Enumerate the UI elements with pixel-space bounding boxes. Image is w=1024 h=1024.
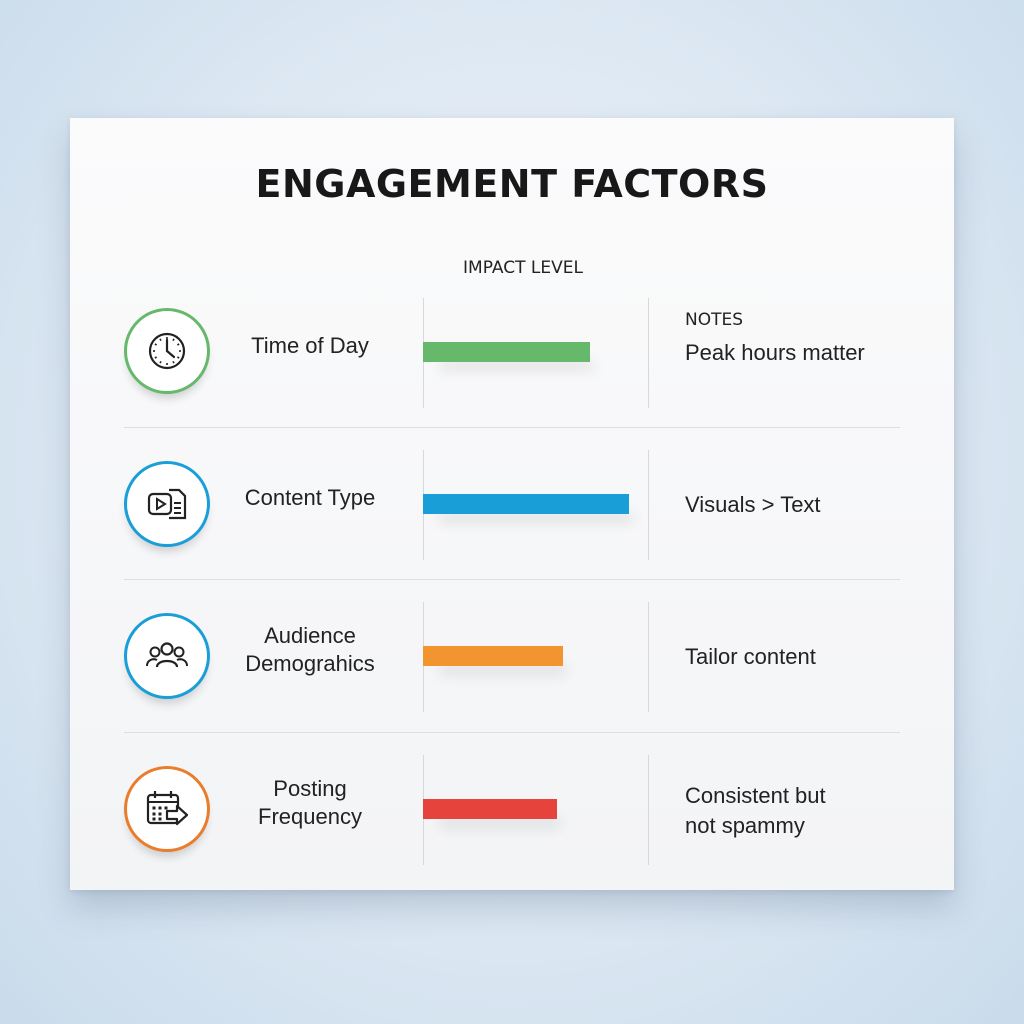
factor-note-line: Visuals > Text — [685, 492, 821, 517]
factor-label-line: Frequency — [258, 804, 362, 829]
factor-note-line: Tailor content — [685, 644, 816, 669]
factor-row: Content Type Visuals > Text — [70, 450, 954, 602]
clock-icon-badge — [124, 308, 210, 394]
row-divider — [124, 579, 900, 580]
video-document-icon — [147, 488, 187, 520]
calendar-arrow-icon-badge — [124, 766, 210, 852]
chart-title: ENGAGEMENT FACTORS — [255, 162, 769, 206]
engagement-card: ENGAGEMENT FACTORS IMPACT LEVEL NOTES Ti… — [70, 118, 954, 890]
factor-note-line: Peak hours matter — [685, 340, 865, 365]
people-icon — [146, 642, 188, 668]
notes-header: NOTES — [685, 310, 744, 330]
factor-label: Posting Frequency — [220, 775, 400, 831]
row-divider — [124, 732, 900, 733]
impact-bar — [423, 342, 590, 362]
people-icon-badge — [124, 613, 210, 699]
column-divider — [648, 298, 649, 408]
impact-level-header: IMPACT LEVEL — [463, 258, 583, 278]
column-divider — [648, 450, 649, 560]
column-divider — [648, 602, 649, 712]
row-divider — [124, 427, 900, 428]
factor-row: Audience Demograhics Tailor content — [70, 602, 954, 754]
impact-bar — [423, 646, 563, 666]
factor-note: Visuals > Text — [685, 490, 935, 520]
factor-note: Consistent but not spammy — [685, 781, 935, 841]
calendar-arrow-icon — [146, 791, 189, 826]
factor-row: Posting Frequency Consistent but not spammy — [70, 755, 954, 907]
factor-label-line: Content Type — [244, 485, 376, 510]
factor-label-line: Demograhics — [245, 651, 375, 676]
impact-bar — [423, 799, 557, 819]
factor-row: Time of Day Peak hours matter — [70, 298, 954, 450]
factor-note-line: not spammy — [685, 813, 805, 838]
clock-icon — [148, 332, 186, 370]
factor-label: Time of Day — [220, 332, 400, 360]
factor-label: Content Type — [220, 484, 400, 512]
column-divider — [648, 755, 649, 865]
factor-label-line: Posting — [273, 776, 347, 801]
impact-bar — [423, 494, 629, 514]
factor-label-line: Audience — [264, 623, 356, 648]
factor-label: Audience Demograhics — [220, 622, 400, 678]
factor-note: Tailor content — [685, 642, 935, 672]
factor-label-line: Time of Day — [251, 333, 369, 358]
factor-note: Peak hours matter — [685, 338, 935, 368]
video-document-icon-badge — [124, 461, 210, 547]
factor-note-line: Consistent but — [685, 783, 826, 808]
